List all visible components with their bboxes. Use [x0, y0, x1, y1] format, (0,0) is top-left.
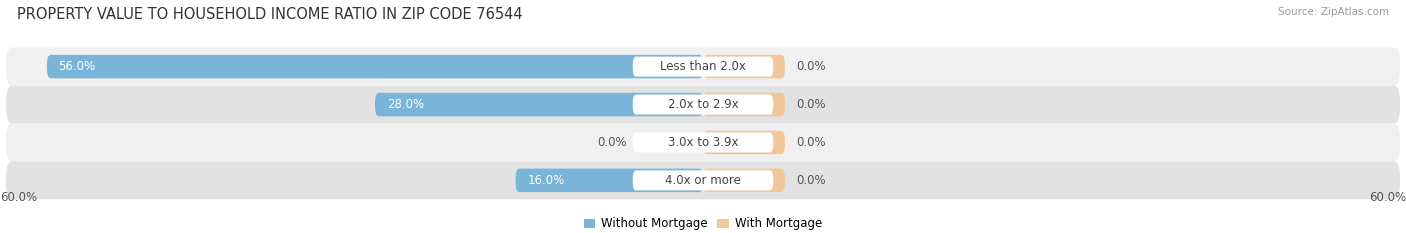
- Text: 0.0%: 0.0%: [797, 60, 827, 73]
- FancyBboxPatch shape: [633, 95, 773, 115]
- FancyBboxPatch shape: [46, 55, 703, 78]
- FancyBboxPatch shape: [516, 169, 703, 192]
- Text: Less than 2.0x: Less than 2.0x: [659, 60, 747, 73]
- FancyBboxPatch shape: [6, 48, 1400, 86]
- Text: 0.0%: 0.0%: [797, 136, 827, 149]
- Text: 3.0x to 3.9x: 3.0x to 3.9x: [668, 136, 738, 149]
- Legend: Without Mortgage, With Mortgage: Without Mortgage, With Mortgage: [579, 212, 827, 233]
- Text: 16.0%: 16.0%: [527, 174, 564, 187]
- FancyBboxPatch shape: [6, 161, 1400, 199]
- Text: 4.0x or more: 4.0x or more: [665, 174, 741, 187]
- Text: 0.0%: 0.0%: [598, 136, 627, 149]
- FancyBboxPatch shape: [633, 132, 773, 152]
- Text: PROPERTY VALUE TO HOUSEHOLD INCOME RATIO IN ZIP CODE 76544: PROPERTY VALUE TO HOUSEHOLD INCOME RATIO…: [17, 7, 523, 22]
- FancyBboxPatch shape: [703, 169, 785, 192]
- Text: 28.0%: 28.0%: [387, 98, 423, 111]
- Text: 0.0%: 0.0%: [797, 98, 827, 111]
- FancyBboxPatch shape: [633, 170, 773, 190]
- FancyBboxPatch shape: [6, 86, 1400, 123]
- Text: 2.0x to 2.9x: 2.0x to 2.9x: [668, 98, 738, 111]
- Text: 60.0%: 60.0%: [1369, 191, 1406, 204]
- Text: 60.0%: 60.0%: [0, 191, 37, 204]
- FancyBboxPatch shape: [633, 57, 773, 77]
- Text: Source: ZipAtlas.com: Source: ZipAtlas.com: [1278, 7, 1389, 17]
- FancyBboxPatch shape: [375, 93, 703, 116]
- FancyBboxPatch shape: [6, 123, 1400, 161]
- Text: 56.0%: 56.0%: [59, 60, 96, 73]
- Text: 0.0%: 0.0%: [797, 174, 827, 187]
- FancyBboxPatch shape: [703, 93, 785, 116]
- FancyBboxPatch shape: [703, 55, 785, 78]
- FancyBboxPatch shape: [703, 131, 785, 154]
